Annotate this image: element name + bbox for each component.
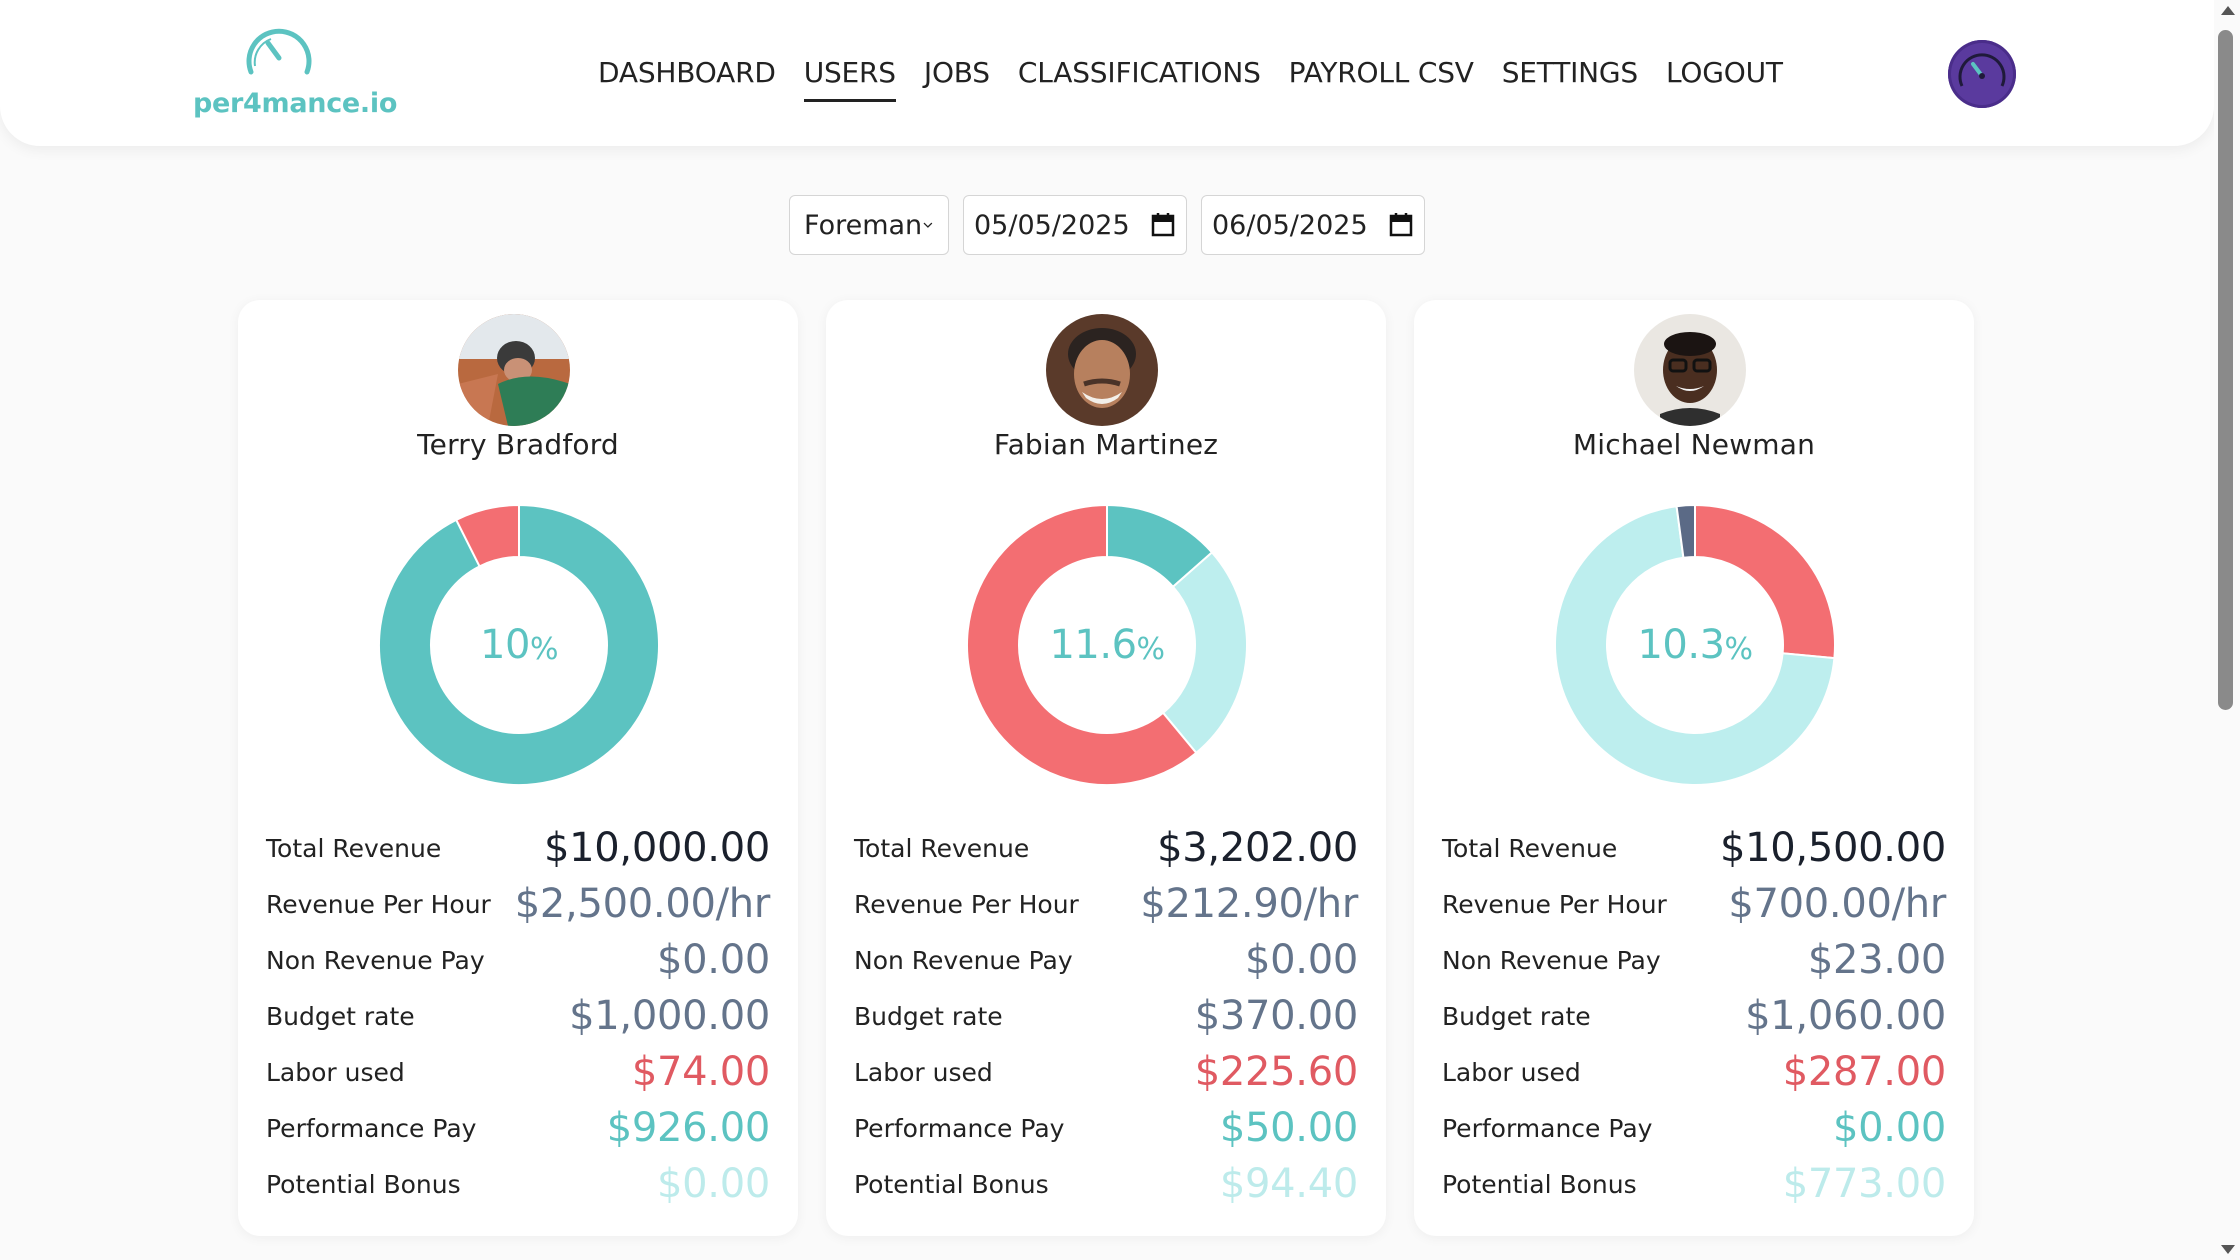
- revenue-per-hour-value: $700.00/hr: [1728, 881, 1946, 927]
- stat-row-total-revenue: Total Revenue $10,500.00: [1442, 825, 1946, 871]
- scroll-up-arrow-icon[interactable]: [2221, 6, 2235, 15]
- user-photo: [1634, 314, 1746, 426]
- stat-row-labor-used: Labor used $287.00: [1442, 1049, 1947, 1095]
- nav-logout[interactable]: LOGOUT: [1666, 56, 1783, 89]
- donut-segment: [454, 503, 520, 568]
- stat-row-non-revenue-pay: Non Revenue Pay $0.00: [854, 937, 1358, 983]
- stats-list: Total Revenue $10,500.00 Revenue Per Hour…: [1442, 820, 1946, 1212]
- stats-list: Total Revenue $3,202.00 Revenue Per Hour $…: [854, 820, 1358, 1212]
- donut-segment: [1554, 505, 1836, 786]
- user-card: Fabian Martinez 11.6% Total Revenue $3,20…: [826, 300, 1386, 1236]
- end-date-input[interactable]: 06/05/2025: [1201, 195, 1425, 255]
- potential-bonus-value: $773.00: [1782, 1161, 1947, 1207]
- logo-text: per4mance.io: [193, 88, 398, 119]
- nav-settings[interactable]: SETTINGS: [1501, 56, 1638, 89]
- performance-donut-chart: [378, 503, 660, 786]
- classification-select[interactable]: Foreman: [789, 195, 949, 255]
- classification-value: Foreman: [804, 209, 923, 241]
- labor-used-value: $74.00: [631, 1049, 770, 1095]
- chevron-down-icon: [923, 222, 933, 228]
- stats-list: Total Revenue $10,000.00 Revenue Per Hour…: [266, 820, 770, 1212]
- labor-used-value: $225.60: [1194, 1049, 1359, 1095]
- revenue-per-hour-value: $212.90/hr: [1140, 881, 1358, 927]
- performance-percent: 11.6%: [1049, 622, 1165, 668]
- speedometer-logo-icon: [246, 28, 312, 75]
- performance-pay-value: $50.00: [1219, 1105, 1358, 1151]
- total-revenue-value: $3,202.00: [1157, 825, 1358, 871]
- top-navbar: per4mance.io DASHBOARD USERS JOBS CLASSI…: [0, 0, 2214, 146]
- nav-payroll-csv[interactable]: PAYROLL CSV: [1288, 56, 1474, 89]
- potential-bonus-value: $94.40: [1219, 1161, 1358, 1207]
- stat-row-budget-rate: Budget rate $370.00: [854, 993, 1359, 1039]
- stat-row-potential-bonus: Potential Bonus $0.00: [266, 1161, 770, 1207]
- budget-rate-value: $1,000.00: [569, 993, 770, 1039]
- stat-row-potential-bonus: Potential Bonus $773.00: [1442, 1161, 1947, 1207]
- user-card: Terry Bradford 10% Total Revenue $10,000.…: [238, 300, 798, 1236]
- stat-row-revenue-per-hour: Revenue Per Hour $700.00/hr: [1442, 881, 1946, 927]
- non-revenue-pay-value: $23.00: [1807, 937, 1946, 983]
- performance-percent: 10%: [480, 622, 558, 668]
- speedometer-avatar-icon: [1958, 53, 2006, 87]
- stat-row-revenue-per-hour: Revenue Per Hour $212.90/hr: [854, 881, 1358, 927]
- donut-segment: [966, 503, 1198, 786]
- end-date-value: 06/05/2025: [1212, 209, 1368, 241]
- stat-row-performance-pay: Performance Pay $50.00: [854, 1105, 1358, 1151]
- total-revenue-value: $10,500.00: [1719, 825, 1946, 871]
- stat-row-total-revenue: Total Revenue $3,202.00: [854, 825, 1358, 871]
- nav-jobs[interactable]: JOBS: [923, 56, 990, 89]
- user-name: Michael Newman: [1572, 428, 1816, 461]
- stat-row-budget-rate: Budget rate $1,060.00: [1442, 993, 1946, 1039]
- revenue-per-hour-value: $2,500.00/hr: [514, 881, 771, 927]
- user-photo: [458, 314, 570, 426]
- stat-row-performance-pay: Performance Pay $926.00: [266, 1105, 771, 1151]
- calendar-icon[interactable]: [1150, 212, 1176, 238]
- calendar-icon[interactable]: [1388, 212, 1414, 238]
- profile-avatar-button[interactable]: [1948, 40, 2016, 108]
- stat-row-non-revenue-pay: Non Revenue Pay $23.00: [1442, 937, 1946, 983]
- stat-row-labor-used: Labor used $225.60: [854, 1049, 1359, 1095]
- user-name: Terry Bradford: [417, 428, 619, 461]
- donut-segment: [1694, 503, 1836, 660]
- total-revenue-value: $10,000.00: [543, 825, 770, 871]
- nav-dashboard[interactable]: DASHBOARD: [598, 56, 776, 89]
- scrollbar-thumb[interactable]: [2218, 30, 2233, 710]
- user-photo: [1046, 314, 1158, 426]
- stat-row-potential-bonus: Potential Bonus $94.40: [854, 1161, 1358, 1207]
- filter-bar: Foreman 05/05/2025 06/05/2025: [789, 195, 1425, 255]
- stat-row-total-revenue: Total Revenue $10,000.00: [266, 825, 770, 871]
- performance-donut-chart: [966, 503, 1248, 786]
- donut-segment: [1675, 503, 1696, 559]
- stat-row-performance-pay: Performance Pay $0.00: [1442, 1105, 1946, 1151]
- stat-row-budget-rate: Budget rate $1,000.00: [266, 993, 770, 1039]
- non-revenue-pay-value: $0.00: [1244, 937, 1358, 983]
- labor-used-value: $287.00: [1782, 1049, 1947, 1095]
- stat-row-revenue-per-hour: Revenue Per Hour $2,500.00/hr: [266, 881, 771, 927]
- user-name: Fabian Martinez: [993, 428, 1219, 461]
- scroll-down-arrow-icon[interactable]: [2221, 1245, 2235, 1254]
- nav-classifications[interactable]: CLASSIFICATIONS: [1017, 56, 1261, 89]
- page-scrollbar[interactable]: [2214, 0, 2240, 1260]
- potential-bonus-value: $0.00: [656, 1161, 770, 1207]
- donut-segment: [378, 503, 660, 786]
- budget-rate-value: $1,060.00: [1745, 993, 1946, 1039]
- performance-percent: 10.3%: [1637, 622, 1753, 668]
- start-date-value: 05/05/2025: [974, 209, 1130, 241]
- performance-pay-value: $926.00: [606, 1105, 771, 1151]
- nav-users[interactable]: USERS: [803, 56, 897, 102]
- non-revenue-pay-value: $0.00: [656, 937, 770, 983]
- performance-pay-value: $0.00: [1832, 1105, 1946, 1151]
- performance-donut-chart: [1554, 503, 1836, 786]
- main-nav: DASHBOARD USERS JOBS CLASSIFICATIONS PAY…: [598, 56, 1783, 102]
- start-date-input[interactable]: 05/05/2025: [963, 195, 1187, 255]
- budget-rate-value: $370.00: [1194, 993, 1359, 1039]
- user-card: Michael Newman 10.3% Total Revenue $10,50…: [1414, 300, 1974, 1236]
- stat-row-non-revenue-pay: Non Revenue Pay $0.00: [266, 937, 770, 983]
- stat-row-labor-used: Labor used $74.00: [266, 1049, 770, 1095]
- logo[interactable]: per4mance.io: [190, 22, 397, 122]
